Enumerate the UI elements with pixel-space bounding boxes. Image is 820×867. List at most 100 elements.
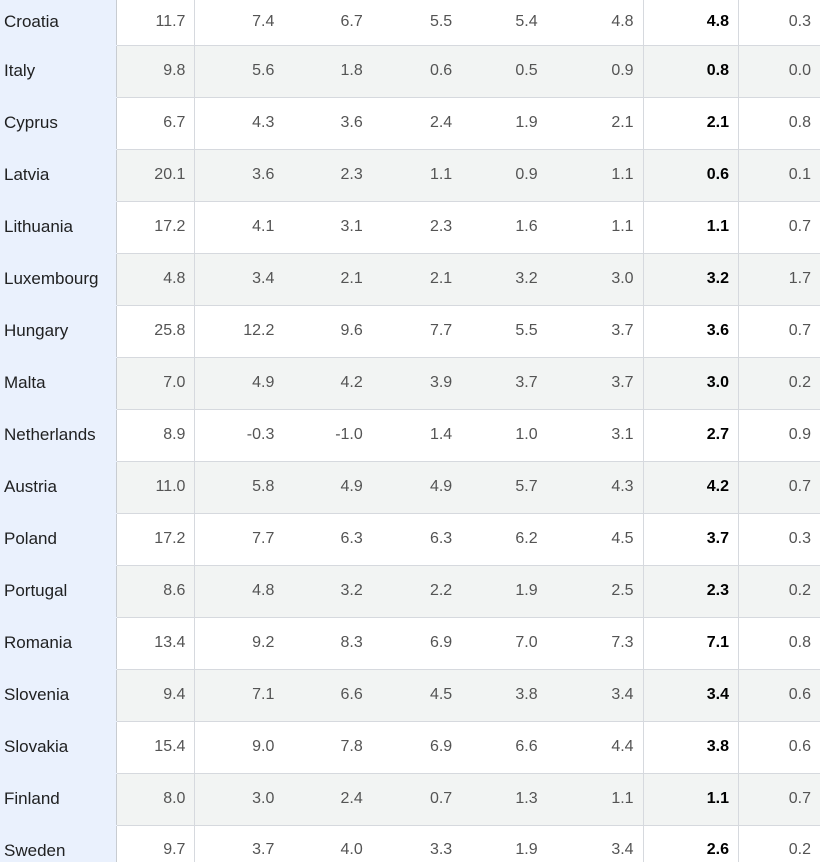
value-cell: 8.0 (116, 773, 196, 826)
value-cell: 0.8 (738, 617, 820, 670)
value-cell: 2.2 (371, 565, 462, 618)
value-cell: 7.8 (283, 721, 372, 774)
value-cell: 1.7 (738, 253, 820, 306)
value-cell: 8.6 (116, 565, 196, 618)
value-cell: 4.1 (194, 201, 284, 254)
value-cell: 1.1 (371, 149, 462, 202)
country-cell: Portugal (0, 565, 118, 618)
value-cell: 5.5 (461, 305, 547, 358)
value-cell: 6.3 (283, 513, 372, 566)
value-cell: 7.7 (194, 513, 284, 566)
value-cell: 4.8 (546, 0, 644, 46)
value-cell: 2.3 (283, 149, 372, 202)
table-row: Hungary 25.8 12.2 9.6 7.7 5.5 3.7 3.6 0.7 (0, 305, 820, 358)
value-cell: 2.7 (643, 409, 740, 462)
value-cell: 7.0 (116, 357, 196, 410)
value-cell: 4.9 (283, 461, 372, 514)
value-cell: 9.6 (283, 305, 372, 358)
country-cell: Slovenia (0, 669, 118, 722)
value-cell: 4.4 (546, 721, 644, 774)
value-cell: 9.0 (194, 721, 284, 774)
value-cell: 15.4 (116, 721, 196, 774)
value-cell: 4.3 (194, 97, 284, 150)
value-cell: -0.3 (194, 409, 284, 462)
value-cell: 3.4 (643, 669, 740, 722)
country-cell: Slovakia (0, 721, 118, 774)
country-cell: Finland (0, 773, 118, 826)
table-row: Portugal 8.6 4.8 3.2 2.2 1.9 2.5 2.3 0.2 (0, 565, 820, 618)
table-row: Netherlands 8.9 -0.3 -1.0 1.4 1.0 3.1 2.7 0.9 (0, 409, 820, 462)
value-cell: 1.9 (461, 565, 547, 618)
value-cell: 2.1 (283, 253, 372, 306)
country-cell: Romania (0, 617, 118, 670)
value-cell: 5.8 (194, 461, 284, 514)
value-cell: 3.3 (429, 840, 453, 858)
value-cell: 0.7 (738, 773, 820, 826)
value-cell: 9.8 (116, 45, 196, 98)
value-cell: 4.2 (643, 461, 740, 514)
value-cell: 5.7 (461, 461, 547, 514)
country-cell: Austria (0, 461, 118, 514)
value-cell: 1.1 (546, 201, 644, 254)
value-cell: 20.1 (116, 149, 196, 202)
value-cell: 7.1 (643, 617, 740, 670)
value-cell: 0.7 (371, 773, 462, 826)
value-cell: 4.5 (546, 513, 644, 566)
value-cell: 3.4 (546, 825, 644, 862)
value-cell: 2.1 (546, 97, 644, 150)
value-cell: 7.3 (546, 617, 644, 670)
value-cell: 25.8 (116, 305, 196, 358)
value-cell: 0.9 (546, 45, 644, 98)
country-cell: Lithuania (0, 201, 118, 254)
value-cell: 2.4 (283, 773, 372, 826)
value-cell: 6.7 (116, 97, 196, 150)
table-row: Slovenia 9.4 7.1 6.6 4.5 3.8 3.4 3.4 0.6 (0, 669, 820, 722)
value-cell: 2.1 (371, 253, 462, 306)
value-cell: 0.1 (738, 149, 820, 202)
value-cell: 17.2 (116, 513, 196, 566)
country-cell: Cyprus (0, 97, 118, 150)
table-row: Latvia 20.1 3.6 2.3 1.1 0.9 1.1 0.6 0.1 (0, 149, 820, 202)
value-cell: 0.2 (738, 565, 820, 618)
country-cell: Luxembourg (0, 253, 118, 306)
value-cell: 11.0 (116, 461, 196, 514)
value-cell: 17.2 (116, 201, 196, 254)
table-row: Italy 9.8 5.6 1.8 0.6 0.5 0.9 0.8 0.0 (0, 45, 820, 98)
value-cell: 3.1 (283, 201, 372, 254)
country-cell: Malta (0, 357, 118, 410)
value-cell: 9.4 (116, 669, 196, 722)
country-cell: Sweden (0, 825, 118, 862)
value-cell: 3.1 (546, 409, 644, 462)
value-cell: 0.8 (643, 45, 740, 98)
value-cell: 2.5 (546, 565, 644, 618)
value-cell: 2.4 (371, 97, 462, 150)
value-cell: 0.8 (738, 97, 820, 150)
value-cell: 0.0 (738, 45, 820, 98)
value-cell: 3.6 (643, 305, 740, 358)
value-cell: 9.2 (194, 617, 284, 670)
value-cell: 3.7 (252, 840, 275, 858)
table-row: Finland 8.0 3.0 2.4 0.7 1.3 1.1 1.1 0.7 (0, 773, 820, 826)
table-row: Croatia 11.7 7.4 6.7 5.5 5.4 4.8 4.8 0.3 (0, 0, 820, 46)
value-cell: 4.0 (340, 840, 363, 858)
value-cell: 4.5 (371, 669, 462, 722)
table-row: Malta 7.0 4.9 4.2 3.9 3.7 3.7 3.0 0.2 (0, 357, 820, 410)
value-cell: 1.0 (461, 409, 547, 462)
value-cell: 4.8 (116, 253, 196, 306)
table-row: Poland 17.2 7.7 6.3 6.3 6.2 4.5 3.7 0.3 (0, 513, 820, 566)
value-cell: 4.2 (283, 357, 372, 410)
value-cell: 1.9 (515, 840, 538, 858)
value-cell: 3.2 (461, 253, 547, 306)
table-row: Austria 11.0 5.8 4.9 4.9 5.7 4.3 4.2 0.7 (0, 461, 820, 514)
value-cell: 3.0 (194, 773, 284, 826)
value-cell: 0.6 (643, 149, 740, 202)
value-cell: 1.1 (643, 201, 740, 254)
value-cell: 2.1 (643, 97, 740, 150)
value-cell: 1.1 (546, 773, 644, 826)
value-cell: 1.3 (461, 773, 547, 826)
value-cell: 6.6 (461, 721, 547, 774)
value-cell: 1.1 (546, 149, 644, 202)
value-cell: 0.2 (788, 840, 811, 858)
